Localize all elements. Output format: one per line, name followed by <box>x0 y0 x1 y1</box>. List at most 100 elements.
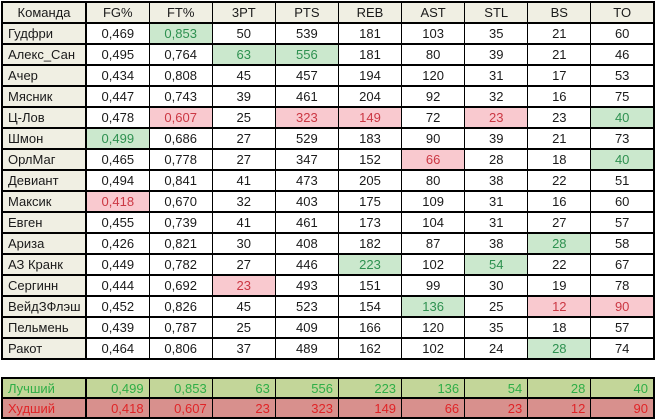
stat-cell[interactable]: 181 <box>337 22 403 45</box>
stat-cell[interactable]: 0,434 <box>85 64 150 87</box>
summary-stat-cell[interactable]: 0,853 <box>148 377 213 399</box>
stat-cell[interactable]: 57 <box>590 316 655 339</box>
stat-cell[interactable]: 408 <box>274 232 339 255</box>
stat-cell[interactable]: 25 <box>211 316 276 339</box>
stat-cell[interactable]: 166 <box>337 316 403 339</box>
stat-cell[interactable]: 120 <box>401 316 466 339</box>
stat-cell[interactable]: 323 <box>274 106 339 129</box>
stat-cell[interactable]: 0,444 <box>85 274 150 297</box>
stat-cell[interactable]: 162 <box>337 337 403 360</box>
stat-cell[interactable]: 102 <box>401 253 466 276</box>
stat-cell[interactable]: 103 <box>401 22 466 45</box>
team-name-cell[interactable]: Евген <box>1 211 87 234</box>
column-header-PTS[interactable]: PTS <box>274 1 339 24</box>
stat-cell[interactable]: 0,841 <box>148 169 213 192</box>
column-header-REB[interactable]: REB <box>337 1 403 24</box>
stat-cell[interactable]: 0,455 <box>85 211 150 234</box>
team-name-cell[interactable]: Сергинн <box>1 274 87 297</box>
stat-cell[interactable]: 409 <box>274 316 339 339</box>
corner-header-cell[interactable]: Команда <box>1 1 87 24</box>
stat-cell[interactable]: 0,778 <box>148 148 213 171</box>
stat-cell[interactable]: 0,499 <box>85 127 150 150</box>
stat-cell[interactable]: 58 <box>590 232 655 255</box>
stat-cell[interactable]: 27 <box>527 211 592 234</box>
stat-cell[interactable]: 66 <box>401 148 466 171</box>
stat-cell[interactable]: 41 <box>211 211 276 234</box>
team-name-cell[interactable]: Шмон <box>1 127 87 150</box>
column-header-BS[interactable]: BS <box>527 1 592 24</box>
stat-cell[interactable]: 17 <box>527 64 592 87</box>
stat-cell[interactable]: 0,806 <box>148 337 213 360</box>
team-name-cell[interactable]: Максик <box>1 190 87 213</box>
stat-cell[interactable]: 78 <box>590 274 655 297</box>
summary-stat-cell[interactable]: 223 <box>337 377 403 399</box>
team-name-cell[interactable]: ВейдЗФлэш <box>1 295 87 318</box>
stat-cell[interactable]: 45 <box>211 295 276 318</box>
stat-cell[interactable]: 175 <box>337 190 403 213</box>
summary-stat-cell[interactable]: 40 <box>590 377 655 399</box>
team-name-cell[interactable]: Мясник <box>1 85 87 108</box>
stat-cell[interactable]: 80 <box>401 169 466 192</box>
stat-cell[interactable]: 28 <box>527 232 592 255</box>
stat-cell[interactable]: 41 <box>211 169 276 192</box>
stat-cell[interactable]: 0,418 <box>85 190 150 213</box>
stat-cell[interactable]: 205 <box>337 169 403 192</box>
summary-label-cell[interactable]: Худший <box>1 397 87 419</box>
stat-cell[interactable]: 74 <box>590 337 655 360</box>
stat-cell[interactable]: 80 <box>401 43 466 66</box>
stat-cell[interactable]: 223 <box>337 253 403 276</box>
stat-cell[interactable]: 0,478 <box>85 106 150 129</box>
stat-cell[interactable]: 87 <box>401 232 466 255</box>
stat-cell[interactable]: 21 <box>527 127 592 150</box>
summary-stat-cell[interactable]: 136 <box>401 377 466 399</box>
stat-cell[interactable]: 37 <box>211 337 276 360</box>
stat-cell[interactable]: 60 <box>590 22 655 45</box>
stat-cell[interactable]: 23 <box>527 106 592 129</box>
stat-cell[interactable]: 204 <box>337 85 403 108</box>
stat-cell[interactable]: 40 <box>590 106 655 129</box>
stat-cell[interactable]: 67 <box>590 253 655 276</box>
stat-cell[interactable]: 22 <box>527 253 592 276</box>
stat-cell[interactable]: 403 <box>274 190 339 213</box>
stat-cell[interactable]: 99 <box>401 274 466 297</box>
stat-cell[interactable]: 32 <box>464 85 529 108</box>
column-header-TO[interactable]: TO <box>590 1 655 24</box>
stat-cell[interactable]: 12 <box>527 295 592 318</box>
summary-label-cell[interactable]: Лучший <box>1 377 87 399</box>
column-header-AST[interactable]: AST <box>401 1 466 24</box>
team-name-cell[interactable]: ОрлМаг <box>1 148 87 171</box>
stat-cell[interactable]: 0,494 <box>85 169 150 192</box>
summary-stat-cell[interactable]: 63 <box>211 377 276 399</box>
column-header-STL[interactable]: STL <box>464 1 529 24</box>
team-name-cell[interactable]: Ариза <box>1 232 87 255</box>
stat-cell[interactable]: 18 <box>527 148 592 171</box>
stat-cell[interactable]: 16 <box>527 190 592 213</box>
stat-cell[interactable]: 0,452 <box>85 295 150 318</box>
summary-stat-cell[interactable]: 149 <box>337 397 403 419</box>
stat-cell[interactable]: 446 <box>274 253 339 276</box>
stat-cell[interactable]: 60 <box>590 190 655 213</box>
summary-stat-cell[interactable]: 28 <box>527 377 592 399</box>
stat-cell[interactable]: 529 <box>274 127 339 150</box>
summary-stat-cell[interactable]: 23 <box>211 397 276 419</box>
stat-cell[interactable]: 457 <box>274 64 339 87</box>
team-name-cell[interactable]: Алекс_Сан <box>1 43 87 66</box>
stat-cell[interactable]: 0,607 <box>148 106 213 129</box>
stat-cell[interactable]: 92 <box>401 85 466 108</box>
stat-cell[interactable]: 27 <box>211 148 276 171</box>
stat-cell[interactable]: 40 <box>590 148 655 171</box>
stat-cell[interactable]: 24 <box>464 337 529 360</box>
team-name-cell[interactable]: Гудфри <box>1 22 87 45</box>
summary-stat-cell[interactable]: 0,499 <box>85 377 150 399</box>
stat-cell[interactable]: 28 <box>527 337 592 360</box>
summary-stat-cell[interactable]: 90 <box>590 397 655 419</box>
stat-cell[interactable]: 0,782 <box>148 253 213 276</box>
stat-cell[interactable]: 38 <box>464 232 529 255</box>
stat-cell[interactable]: 489 <box>274 337 339 360</box>
stat-cell[interactable]: 38 <box>464 169 529 192</box>
stat-cell[interactable]: 19 <box>527 274 592 297</box>
stat-cell[interactable]: 23 <box>464 106 529 129</box>
stat-cell[interactable]: 25 <box>464 295 529 318</box>
stat-cell[interactable]: 46 <box>590 43 655 66</box>
stat-cell[interactable]: 0,739 <box>148 211 213 234</box>
